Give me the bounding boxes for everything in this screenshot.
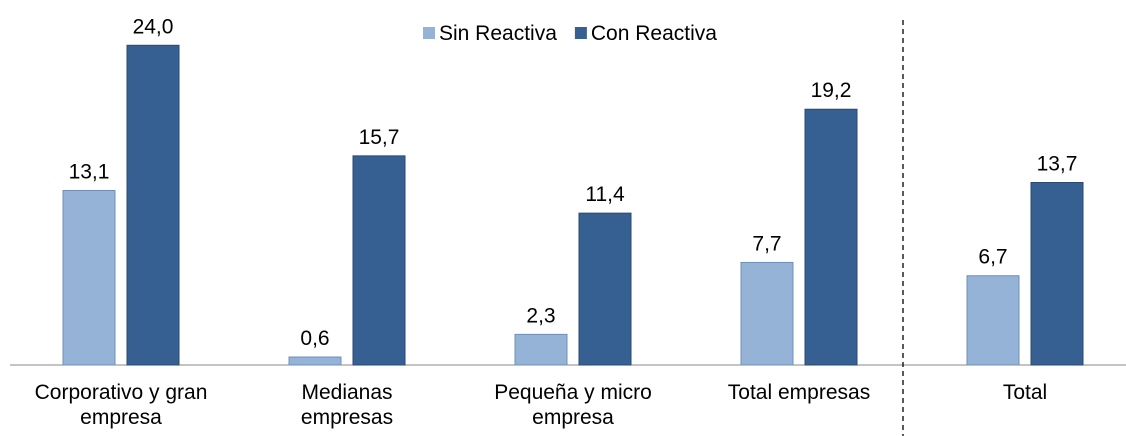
- bar: [62, 189, 116, 366]
- value-label: 7,7: [752, 232, 781, 255]
- bar: [740, 261, 794, 366]
- bar: [514, 333, 568, 366]
- x-tick-label: Corporativo y gran empresa: [34, 381, 208, 429]
- x-tick-label: Pequeña y micro empresa: [494, 381, 652, 429]
- x-tick-label: Total empresas: [727, 381, 871, 404]
- bar: [966, 275, 1020, 366]
- value-label: 24,0: [133, 15, 174, 38]
- value-label: 13,7: [1037, 153, 1078, 176]
- bar: [578, 212, 632, 366]
- legend-swatch: [574, 27, 587, 39]
- x-tick-label: Total: [1002, 381, 1048, 404]
- value-label: 2,3: [526, 304, 555, 327]
- value-label: 19,2: [811, 79, 852, 102]
- value-label: 15,7: [359, 126, 400, 149]
- value-label: 0,6: [300, 327, 329, 350]
- x-tick-label: Medianas empresas: [300, 381, 394, 429]
- bar: [288, 356, 342, 366]
- legend-label: Con Reactiva: [591, 22, 717, 45]
- value-label: 6,7: [978, 246, 1007, 269]
- bar: [126, 44, 180, 366]
- value-label: 13,1: [69, 160, 110, 183]
- bar: [804, 108, 858, 366]
- bar: [352, 155, 406, 366]
- value-label: 11,4: [585, 183, 625, 206]
- bar: [1030, 182, 1084, 366]
- legend-swatch: [423, 27, 435, 39]
- legend-label: Sin Reactiva: [439, 22, 557, 45]
